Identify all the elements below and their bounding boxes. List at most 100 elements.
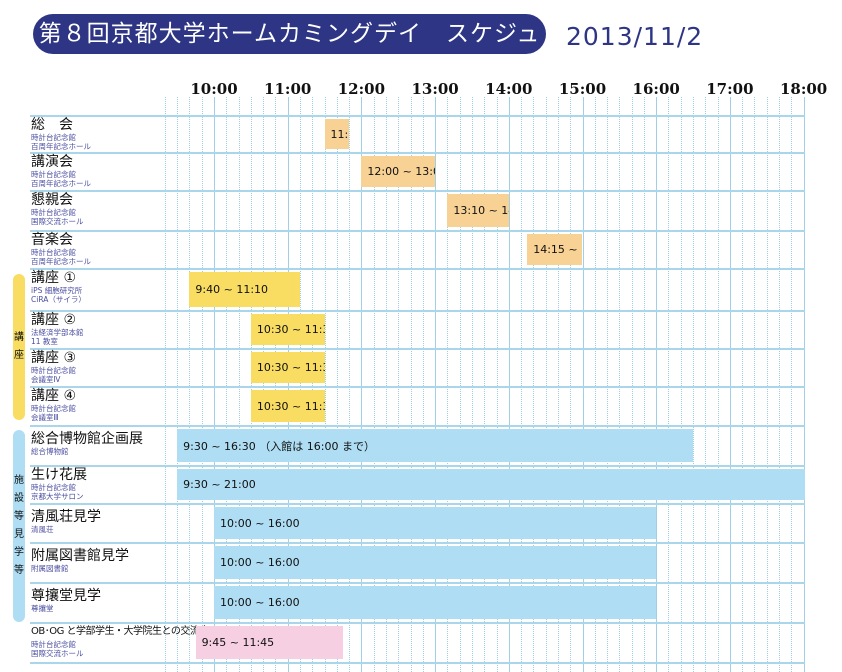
event-bar[interactable]: 9:30 ~ 21:00 bbox=[177, 469, 805, 500]
minute-gridline bbox=[643, 97, 645, 672]
minute-gridline bbox=[557, 97, 559, 672]
minute-gridline bbox=[496, 97, 498, 672]
row-divider bbox=[30, 348, 805, 350]
hour-gridline bbox=[287, 97, 289, 672]
minute-gridline bbox=[791, 97, 793, 672]
minute-gridline bbox=[717, 97, 719, 672]
category-tag-0: 講座 bbox=[13, 274, 25, 420]
category-char: 見 bbox=[14, 529, 24, 540]
hour-gridline bbox=[656, 97, 658, 672]
row-label-5: 講座 ② 法経済学部本館 11 教室 bbox=[31, 312, 84, 346]
event-bar[interactable]: 10:30 ~ 11:30 bbox=[250, 390, 325, 422]
event-bar[interactable]: 14:15 ~ 15:00 bbox=[527, 234, 583, 265]
minute-gridline bbox=[545, 97, 547, 672]
event-bar[interactable]: 13:10 ~ 14:00 bbox=[447, 194, 509, 227]
category-char: 講 bbox=[14, 332, 24, 343]
event-bar[interactable]: 10:30 ~ 11:30 bbox=[250, 352, 325, 383]
minute-gridline bbox=[619, 97, 621, 672]
event-venue: 時計台記念館 bbox=[31, 404, 76, 413]
minute-gridline bbox=[631, 97, 633, 672]
category-char: 施 bbox=[14, 475, 24, 486]
minute-gridline bbox=[324, 97, 326, 672]
minute-gridline bbox=[668, 97, 670, 672]
event-bar[interactable]: 12:00 ~ 13:00 bbox=[361, 156, 436, 187]
minute-gridline bbox=[385, 97, 387, 672]
row-label-6: 講座 ③ 時計台記念館 会議室Ⅳ bbox=[31, 350, 76, 384]
hour-label: 15:00 bbox=[558, 80, 607, 98]
event-bar[interactable]: 11:30 ~ 11:50 bbox=[324, 119, 350, 149]
event-venue: 尊攘堂 bbox=[31, 604, 54, 613]
minute-gridline bbox=[177, 97, 179, 672]
minute-gridline bbox=[533, 97, 535, 672]
event-title: 講座 ③ bbox=[31, 350, 77, 366]
minute-gridline bbox=[349, 97, 351, 672]
event-venue: 時計台記念館 bbox=[31, 248, 76, 257]
event-bar[interactable]: 10:30 ~ 11:30 bbox=[250, 314, 325, 345]
hour-gridline bbox=[729, 97, 731, 672]
hour-label: 17:00 bbox=[706, 80, 754, 98]
event-venue: 附属図書館 bbox=[31, 564, 69, 573]
event-bar[interactable]: 10:00 ~ 16:00 bbox=[214, 507, 657, 539]
minute-gridline bbox=[263, 97, 265, 672]
event-bar[interactable]: 9:45 ~ 11:45 bbox=[195, 626, 343, 659]
event-title: 尊攘堂見学 bbox=[31, 588, 101, 604]
event-venue: 国際交流ホール bbox=[31, 217, 84, 226]
minute-gridline bbox=[742, 97, 744, 672]
row-label-13: OB･OG と学部学生・大学院生との交流会 時計台記念館 国際交流ホール bbox=[31, 624, 209, 658]
schedule-date: 2013/11/2 bbox=[566, 22, 704, 51]
event-title: OB･OG と学部学生・大学院生との交流会 bbox=[31, 626, 209, 637]
minute-gridline bbox=[570, 97, 572, 672]
hour-label: 11:00 bbox=[264, 80, 312, 98]
minute-gridline bbox=[447, 97, 449, 672]
event-bar[interactable]: 10:00 ~ 16:00 bbox=[214, 546, 657, 579]
hour-label: 13:00 bbox=[411, 80, 459, 98]
event-venue: 会議室Ⅳ bbox=[31, 375, 61, 384]
event-title: 講演会 bbox=[31, 154, 73, 170]
minute-gridline bbox=[521, 97, 523, 672]
minute-gridline bbox=[754, 97, 756, 672]
row-label-3: 音楽会 時計台記念館 百周年記念ホール bbox=[31, 232, 91, 266]
hour-gridline bbox=[803, 97, 805, 672]
minute-gridline bbox=[484, 97, 486, 672]
hour-gridline bbox=[582, 97, 584, 672]
event-title: 総合博物館企画展 bbox=[31, 431, 143, 447]
hour-label: 14:00 bbox=[485, 80, 533, 98]
event-venue: 時計台記念館 bbox=[31, 483, 76, 492]
minute-gridline bbox=[680, 97, 682, 672]
minute-gridline bbox=[594, 97, 596, 672]
hour-gridline bbox=[361, 97, 363, 672]
event-bar[interactable]: 10:00 ~ 16:00 bbox=[214, 586, 657, 619]
minute-gridline bbox=[201, 97, 203, 672]
event-venue: 総合博物館 bbox=[31, 447, 69, 456]
hour-label: 10:00 bbox=[190, 80, 238, 98]
hour-gridline bbox=[435, 97, 437, 672]
row-label-9: 生け花展 時計台記念館 京都大学サロン bbox=[31, 467, 87, 501]
event-title: 附属図書館見学 bbox=[31, 548, 129, 564]
event-venue: iPS 細胞研究所 bbox=[31, 286, 83, 295]
event-bar[interactable]: 9:30 ~ 16:30 （入館は 16:00 まで） bbox=[177, 429, 694, 462]
minute-gridline bbox=[275, 97, 277, 672]
row-divider bbox=[30, 310, 805, 312]
minute-gridline bbox=[705, 97, 707, 672]
minute-gridline bbox=[312, 97, 314, 672]
row-label-0: 総 会時計台記念館 百周年記念ホール bbox=[31, 117, 91, 151]
event-title: 音楽会 bbox=[31, 232, 73, 248]
row-label-11: 附属図書館見学 附属図書館 bbox=[31, 548, 129, 573]
event-venue: 時計台記念館 bbox=[31, 133, 76, 142]
event-venue: 法経済学部本館 bbox=[31, 328, 84, 337]
row-divider bbox=[30, 230, 805, 232]
category-char: 座 bbox=[14, 350, 24, 361]
event-bar[interactable]: 9:40 ~ 11:10 bbox=[189, 272, 300, 307]
event-venue: 百周年記念ホール bbox=[31, 142, 91, 151]
row-divider bbox=[30, 542, 805, 544]
row-divider bbox=[30, 152, 805, 154]
row-label-12: 尊攘堂見学 尊攘堂 bbox=[31, 588, 101, 613]
hour-label: 18:00 bbox=[779, 80, 828, 98]
minute-gridline bbox=[779, 97, 781, 672]
minute-gridline bbox=[410, 97, 412, 672]
event-title: 生け花展 bbox=[31, 467, 87, 483]
event-venue: 会議室Ⅲ bbox=[31, 413, 59, 422]
row-divider bbox=[30, 503, 805, 505]
row-divider bbox=[30, 465, 805, 467]
